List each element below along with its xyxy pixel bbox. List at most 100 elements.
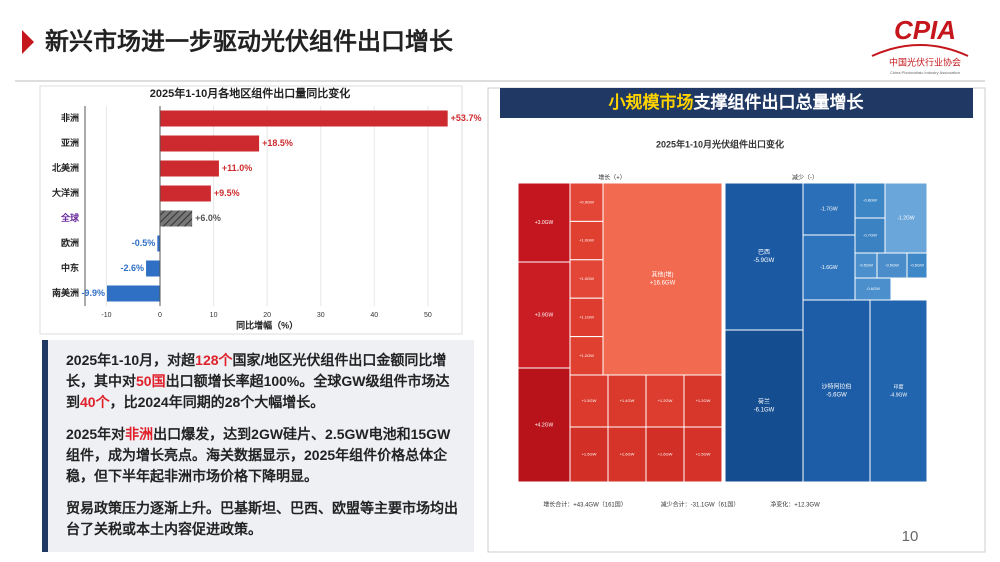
value-label: -0.5% xyxy=(132,238,156,248)
highlight-text: 40个 xyxy=(80,394,110,410)
tile-value: +1.6GW xyxy=(582,452,597,457)
logo-cn: 中国光伏行业协会 xyxy=(889,56,961,67)
tile-name: 印度 xyxy=(893,383,903,390)
tile xyxy=(569,426,609,483)
tile xyxy=(802,182,856,236)
x-tick-label: 10 xyxy=(210,312,218,319)
tile xyxy=(569,259,604,299)
tile-value: +1.0GW xyxy=(579,276,594,281)
slide-title: 新兴市场进一步驱动光伏组件出口增长 xyxy=(45,27,454,55)
bar xyxy=(157,235,160,252)
tile-value: -0.5GW xyxy=(859,263,873,268)
bar-title: 2025年1-10月各地区组件出口量同比变化 xyxy=(150,86,351,100)
tile-value: -6.1GW xyxy=(754,408,775,414)
tile xyxy=(724,329,804,483)
bar xyxy=(160,135,260,152)
x-tick-label: 0 xyxy=(158,312,162,319)
value-label: -9.9% xyxy=(81,288,105,298)
tile xyxy=(724,182,804,331)
tile xyxy=(683,426,723,483)
tile-value: +1.6GW xyxy=(658,452,673,457)
tile-name: 巴西 xyxy=(758,249,770,256)
value-label: -2.6% xyxy=(121,263,145,273)
tile-value: -1.2GW xyxy=(897,215,915,221)
x-tick-label: 40 xyxy=(370,312,378,319)
value-label: +18.5% xyxy=(262,138,293,148)
tile-value: -1.6GW xyxy=(820,265,838,271)
tile-value: -5.9GW xyxy=(754,258,775,264)
bar xyxy=(160,110,448,127)
tile xyxy=(517,261,571,369)
page-number: 10 xyxy=(902,528,919,545)
paragraph: 贸易政策压力逐渐上升。巴基斯坦、巴西、欧盟等主要市场均出台了关税或本土内容促进政… xyxy=(66,498,458,540)
y-tick-label: 欧洲 xyxy=(61,237,79,248)
tile-value: -0.6GW xyxy=(910,263,924,268)
y-tick-label: 南美洲 xyxy=(52,287,79,298)
tile-name: 其他(增) xyxy=(652,271,674,279)
tile xyxy=(517,182,571,263)
y-tick-label: 非洲 xyxy=(61,112,79,123)
logo-arc xyxy=(871,44,969,57)
body-text: 出口额增长率超100%。全球GW级组件市场达到 xyxy=(66,373,450,410)
x-axis-label: 同比增幅（%） xyxy=(236,319,298,330)
highlight-text: 128个 xyxy=(195,352,233,368)
banner-title: 小规模市场支撑组件出口总量增长 xyxy=(609,92,865,112)
title-arrow xyxy=(22,30,34,54)
x-tick-label: -10 xyxy=(101,312,111,319)
tile-value: +16.6GW xyxy=(650,281,676,287)
y-tick-label: 大洋洲 xyxy=(52,187,79,198)
banner-highlight: 小规模市场 xyxy=(609,92,694,112)
tile-value: -0.8GW xyxy=(863,198,877,203)
paragraph: 2025年1-10月，对超128个国家/地区光伏组件出口金额同比增长，其中对50… xyxy=(66,350,458,413)
tile xyxy=(569,374,609,428)
body-text: 国家/地区光伏组件出口金额同比增长，其中对 xyxy=(66,352,447,389)
treemap-title: 2025年1-10月光伏组件出口变化 xyxy=(656,138,784,149)
tile xyxy=(517,367,571,483)
tile-value: +1.2GW xyxy=(579,353,594,358)
tile xyxy=(802,299,871,483)
tile-value: +1.2GW xyxy=(658,398,673,403)
tile xyxy=(569,182,604,222)
tile xyxy=(683,374,723,428)
y-tick-label: 北美洲 xyxy=(52,162,79,173)
body-text: 贸易政策压力逐渐上升。巴基斯坦、巴西、欧盟等主要市场均出台了关税或本土内容促进政… xyxy=(66,500,458,537)
tile xyxy=(802,234,856,301)
bar xyxy=(160,160,219,177)
body-text: ，比2024年同期的28个大幅增长。 xyxy=(109,394,325,410)
tile-value: +4.2GW xyxy=(535,422,554,428)
banner xyxy=(500,88,973,118)
tile xyxy=(854,277,892,301)
x-tick-label: 50 xyxy=(424,312,432,319)
tile-value: +1.0GW xyxy=(579,238,594,243)
footer-total: 净变化：+12.3GW xyxy=(770,501,820,509)
tile xyxy=(876,252,908,279)
tile xyxy=(645,374,685,428)
tile-value: +0.9GW xyxy=(579,199,594,204)
bar xyxy=(146,260,160,277)
tile-name: 沙特阿拉伯 xyxy=(821,383,851,391)
y-tick-label: 中东 xyxy=(61,262,79,273)
tile-value: -1.7GW xyxy=(820,206,838,212)
y-tick-label: 亚洲 xyxy=(61,138,79,148)
tile xyxy=(854,217,886,254)
tile-value: +1.5GW xyxy=(582,398,597,403)
value-label: +53.7% xyxy=(451,113,482,123)
logo-en: China Photovoltaic Industry Association xyxy=(890,70,960,75)
y-tick-label: 全球 xyxy=(60,212,80,223)
tile-value: -0.7GW xyxy=(863,233,877,238)
highlight-text: 非洲 xyxy=(125,426,154,442)
footer-total: 减少合计：-31.1GW（61国） xyxy=(661,501,740,509)
bar xyxy=(160,185,211,202)
value-label: +11.0% xyxy=(222,163,252,173)
text-box: 2025年1-10月，对超128个国家/地区光伏组件出口金额同比增长，其中对50… xyxy=(42,340,474,552)
logo: CPIA xyxy=(894,15,956,45)
body-text: 2025年对 xyxy=(66,426,126,442)
value-label: +6.0% xyxy=(195,213,221,223)
paragraph: 2025年对非洲出口爆发，达到2GW硅片、2.5GW电池和15GW组件，成为增长… xyxy=(66,424,458,487)
body-text: 2025年1-10月，对超 xyxy=(66,352,196,368)
tile xyxy=(869,299,928,483)
bar xyxy=(160,210,193,227)
tile-value: +1.5GW xyxy=(696,452,711,457)
banner-rest: 支撑组件出口总量增长 xyxy=(694,92,865,112)
